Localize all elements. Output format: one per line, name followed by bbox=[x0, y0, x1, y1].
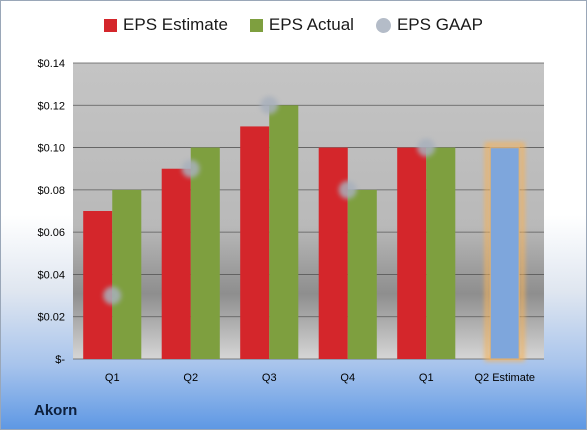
y-tick-label: $0.06 bbox=[37, 227, 65, 239]
y-tick-label: $0.08 bbox=[37, 185, 65, 197]
point-eps-gaap bbox=[338, 180, 357, 199]
legend-label-gaap: EPS GAAP bbox=[396, 15, 483, 34]
x-tick-label: Q3 bbox=[262, 372, 277, 384]
legend-item-estimate: EPS Estimate bbox=[104, 15, 228, 35]
x-tick-label: Q4 bbox=[340, 372, 355, 384]
bar-eps-estimate bbox=[83, 211, 113, 359]
bar-eps-actual bbox=[190, 147, 220, 359]
bar-eps-actual bbox=[269, 105, 299, 360]
point-eps-gaap bbox=[417, 138, 436, 157]
x-tick-label: Q2 bbox=[183, 372, 198, 384]
y-tick-label: $0.10 bbox=[37, 143, 65, 155]
bar-eps-estimate bbox=[161, 168, 191, 359]
y-tick-label: $0.12 bbox=[37, 100, 65, 112]
y-tick-label: $- bbox=[55, 354, 65, 366]
bar-eps-actual bbox=[347, 189, 377, 359]
x-tick-label: Q1 bbox=[419, 372, 434, 384]
bar-eps-estimate bbox=[397, 147, 427, 359]
bar-eps-projection bbox=[489, 146, 521, 360]
legend: EPS Estimate EPS Actual EPS GAAP bbox=[1, 15, 586, 35]
point-eps-gaap bbox=[181, 159, 200, 178]
y-tick-label: $0.02 bbox=[37, 312, 65, 324]
y-tick-label: $0.04 bbox=[37, 269, 65, 281]
legend-swatch-actual bbox=[249, 18, 263, 32]
legend-item-actual: EPS Actual bbox=[249, 15, 354, 35]
plot-area bbox=[73, 63, 544, 359]
x-tick-label: Q2 Estimate bbox=[474, 372, 535, 384]
legend-item-gaap: EPS GAAP bbox=[375, 15, 483, 35]
y-tick-label: $0.14 bbox=[37, 58, 65, 70]
bar-eps-actual bbox=[112, 189, 142, 359]
bar-eps-actual bbox=[426, 147, 456, 359]
legend-label-actual: EPS Actual bbox=[268, 15, 354, 34]
legend-swatch-gaap bbox=[375, 17, 391, 33]
point-eps-gaap bbox=[260, 96, 279, 115]
x-tick-label: Q1 bbox=[105, 372, 120, 384]
bar-eps-estimate bbox=[318, 147, 348, 359]
company-name: Akorn bbox=[34, 402, 78, 419]
legend-swatch-estimate bbox=[104, 18, 118, 32]
point-eps-gaap bbox=[103, 286, 122, 305]
bar-eps-estimate bbox=[240, 126, 270, 359]
legend-label-estimate: EPS Estimate bbox=[123, 15, 228, 34]
